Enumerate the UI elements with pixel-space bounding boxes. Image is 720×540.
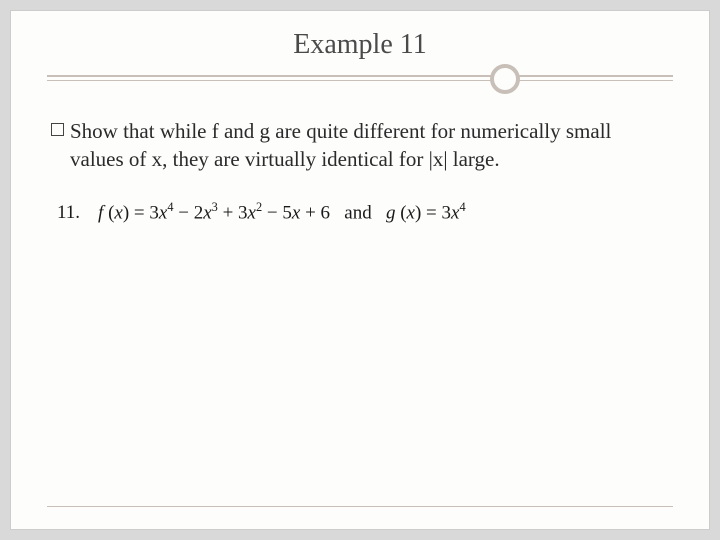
bullet-item: Show that while f and g are quite differ… [51, 117, 669, 174]
slide-title: Example 11 [47, 29, 673, 75]
title-block: Example 11 [47, 29, 673, 77]
slide: Example 11 Show that while f and g are q… [10, 10, 710, 530]
square-bullet-icon [51, 123, 64, 136]
equation-line: 11. f (x) = 3x4 − 2x3 + 3x2 − 5x + 6 and… [51, 200, 669, 224]
circle-ornament-icon [490, 64, 520, 94]
bullet-text: Show that while f and g are quite differ… [70, 117, 669, 174]
problem-number: 11. [57, 202, 80, 224]
body: Show that while f and g are quite differ… [47, 117, 673, 224]
title-rule [47, 75, 673, 77]
equation-f: f (x) = 3x4 − 2x3 + 3x2 − 5x + 6 and g (… [98, 200, 466, 224]
footer-rule [47, 506, 673, 507]
